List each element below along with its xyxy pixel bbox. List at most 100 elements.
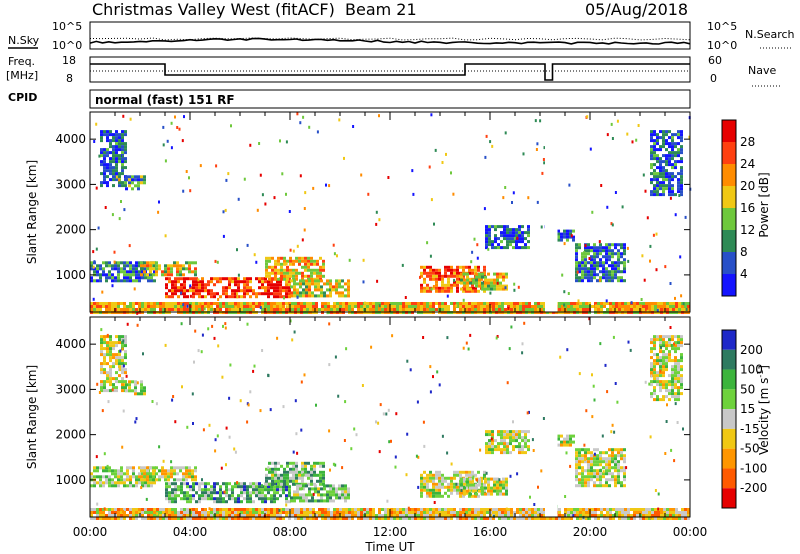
heatmap-cell-velocity-3 — [90, 517, 93, 520]
heatmap-cell-velocity-1655 — [474, 488, 477, 492]
heatmap-cell-power-1874 — [575, 279, 578, 283]
heatmap-speckle-power-22 — [688, 135, 691, 139]
heatmap-cell-velocity-1946 — [596, 457, 599, 461]
heatmap-speckle-power-88 — [616, 119, 619, 123]
heatmap-cell-velocity-1903 — [584, 451, 587, 455]
heatmap-cell-power-2125 — [665, 142, 668, 146]
heatmap-cell-power-1743 — [485, 237, 488, 241]
heatmap-cell-power-1194 — [225, 286, 228, 290]
heatmap-cell-velocity-11 — [99, 508, 102, 511]
heatmap-cell-power-927 — [109, 166, 112, 170]
heatmap-cell-power-1058 — [161, 273, 164, 277]
heatmap-speckle-velocity-16 — [528, 410, 530, 414]
heatmap-cell-power-821 — [123, 270, 126, 274]
heatmap-cell-power-2136 — [665, 187, 668, 191]
heatmap-cell-power-1136 — [186, 289, 189, 293]
heatmap-cell-velocity-1783 — [500, 451, 503, 455]
heatmap-cell-power-2129 — [665, 160, 668, 164]
heatmap-cell-velocity-1075 — [182, 472, 185, 476]
heatmap-cell-power-1668 — [460, 281, 463, 285]
heatmap-cell-power-2209 — [680, 178, 683, 182]
heatmap-cell-velocity-122 — [186, 511, 189, 514]
heatmap-cell-velocity-1414 — [313, 461, 316, 465]
heatmap-cell-power-475 — [468, 305, 471, 308]
heatmap-cell-power-538 — [516, 305, 519, 308]
heatmap-cell-power-1579 — [444, 289, 447, 293]
heatmap-cell-velocity-2120 — [662, 395, 665, 399]
heatmap-speckle-power-212 — [446, 294, 449, 298]
heatmap-speckle-power-115 — [641, 254, 644, 258]
heatmap-speckle-velocity-26 — [300, 380, 303, 384]
heatmap-speckle-velocity-190 — [493, 514, 495, 518]
heatmap-cell-power-1286 — [279, 286, 282, 290]
heatmap-speckle-power-125 — [462, 272, 465, 276]
heatmap-speckle-power-175 — [412, 192, 415, 196]
heatmap-cell-power-2091 — [659, 145, 662, 149]
heatmap-cell-velocity-59 — [135, 517, 138, 520]
heatmap-cell-power-1780 — [506, 228, 509, 232]
heatmap-cell-power-2148 — [668, 178, 671, 182]
heatmap-cell-velocity-1264 — [261, 494, 264, 498]
heatmap-cell-velocity-97 — [165, 517, 168, 520]
heatmap-cell-power-1598 — [453, 280, 456, 284]
heatmap-cell-velocity-1565 — [435, 482, 438, 486]
heatmap-cell-power-788 — [105, 264, 108, 268]
heatmap-cell-velocity-1651 — [471, 494, 474, 498]
heatmap-cell-velocity-164 — [219, 511, 222, 514]
heatmap-speckle-power-208 — [312, 186, 315, 190]
heatmap-cell-power-1862 — [575, 243, 578, 247]
heatmap-cell-velocity-1898 — [581, 475, 584, 479]
heatmap-cell-power-230 — [273, 305, 276, 308]
heatmap-cell-power-934 — [112, 145, 115, 149]
heatmap-cell-power-2122 — [665, 130, 668, 134]
heatmap-cell-power-1990 — [611, 249, 614, 253]
heatmap-cell-velocity-1476 — [317, 493, 320, 497]
heatmap-cell-velocity-317 — [339, 508, 342, 511]
heatmap-cell-velocity-1394 — [301, 479, 304, 483]
heatmap-cell-velocity-1857 — [563, 443, 566, 447]
heatmap-cell-power-1652 — [477, 289, 480, 293]
heatmap-speckle-power-220 — [367, 192, 370, 196]
heatmap-cell-velocity-721 — [657, 514, 660, 517]
heatmap-cell-velocity-1568 — [435, 491, 438, 495]
heatmap-cell-power-1189 — [222, 277, 225, 281]
heatmap-cell-velocity-1439 — [293, 490, 296, 494]
heatmap-cell-velocity-195 — [243, 508, 246, 511]
heatmap-cell-power-460 — [456, 305, 459, 308]
heatmap-cell-velocity-305 — [327, 517, 330, 520]
heatmap-cell-power-1405 — [310, 274, 313, 278]
heatmap-cell-power-1717 — [493, 284, 496, 288]
heatmap-cell-velocity-1426 — [319, 473, 322, 477]
heatmap-cell-power-1372 — [295, 259, 298, 263]
heatmap-cell-velocity-1266 — [261, 500, 264, 504]
heatmap-cell-power-1143 — [192, 283, 195, 287]
heatmap-cell-velocity-701 — [642, 514, 645, 517]
heatmap-cell-power-2097 — [659, 169, 662, 173]
heatmap-cell-power-1251 — [261, 280, 264, 284]
heatmap-cell-power-1441 — [296, 291, 299, 295]
heatmap-speckle-velocity-64 — [505, 507, 508, 511]
heatmap-cell-power-1096 — [194, 273, 197, 277]
heatmap-cell-velocity-519 — [495, 511, 498, 514]
heatmap-cell-power-1508 — [338, 294, 341, 298]
heatmap-cell-power-1811 — [518, 240, 521, 244]
heatmap-speckle-velocity-179 — [106, 333, 109, 337]
heatmap-cell-power-2162 — [671, 157, 674, 161]
heatmap-cell-power-2060 — [653, 151, 656, 155]
heatmap-cell-power-1704 — [484, 287, 487, 291]
heatmap-cell-power-2161 — [671, 154, 674, 158]
heatmap-cell-velocity-2149 — [668, 392, 671, 396]
heatmap-cell-velocity-1486 — [326, 484, 329, 488]
heatmap-cell-velocity-1223 — [240, 485, 243, 489]
heatmap-cell-velocity-1052 — [164, 469, 167, 473]
heatmap-cell-power-903 — [103, 178, 106, 182]
heatmap-cell-velocity-1960 — [599, 472, 602, 476]
heatmap-cell-velocity-1240 — [249, 485, 252, 489]
heatmap-cell-velocity-1455 — [302, 493, 305, 497]
heatmap-cell-velocity-2 — [90, 514, 93, 517]
heatmap-cell-velocity-849 — [141, 472, 144, 476]
heatmap-cell-velocity-547 — [519, 508, 522, 511]
heatmap-cell-velocity-836 — [132, 472, 135, 476]
heatmap-cell-power-1292 — [282, 289, 285, 293]
